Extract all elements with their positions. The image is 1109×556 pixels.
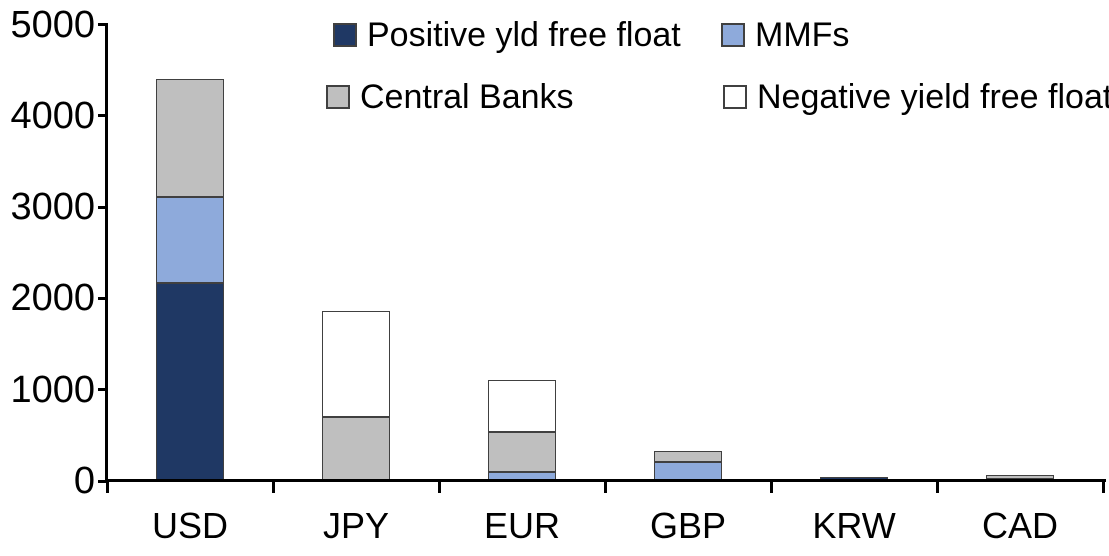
legend-label: MMFs [755,16,850,54]
bar-segment-central-banks [986,475,1054,479]
y-tick-label: 4000 [10,94,95,137]
y-tick-label: 5000 [10,3,95,46]
x-axis-label: EUR [483,505,560,546]
y-axis-tick [98,296,107,300]
x-axis-tick [935,480,939,493]
y-axis-tick [98,479,107,483]
y-axis-tick [98,23,107,26]
y-axis-tick [98,205,107,209]
x-axis-tick [1101,480,1105,493]
legend-swatch-central-banks [326,85,350,109]
legend-item-positive-yld-free-float: Positive yld free float [333,18,681,52]
legend-item-mmfs: MMFs [721,18,849,52]
y-tick-label: 1000 [10,368,95,411]
legend-swatch-mmfs [721,23,745,47]
legend-label: Positive yld free float [367,16,681,54]
legend-label: Negative yield free float [757,78,1109,116]
y-tick-label: 2000 [10,277,95,320]
legend-label: Central Banks [360,78,574,116]
legend-swatch-negative-yield-free-float [723,85,747,109]
legend-item-central-banks: Central Banks [326,80,574,114]
y-axis-tick [98,388,107,392]
x-axis-tick [437,480,441,493]
x-axis-tick [769,480,773,493]
x-axis-label: JPY [322,505,390,546]
x-axis-label: KRW [812,505,896,546]
y-tick-label: 0 [73,460,95,502]
x-axis-tick [105,480,109,493]
legend-swatch-positive-yld-free-float [333,23,357,47]
x-axis-label: GBP [649,505,727,546]
bar-segment-negative-yield-free-float [322,311,390,418]
x-axis-tick [271,480,275,493]
bar-segment-negative-yield-free-float [488,379,556,433]
y-tick-label: 3000 [10,186,95,229]
bar-segment-central-banks [488,432,556,472]
y-axis-tick [98,114,107,118]
bar-segment-central-banks [654,450,722,463]
bar-segment-mmfs [156,197,224,283]
legend-item-negative-yield-free-float: Negative yield free float [723,80,1109,114]
x-axis-tick [603,480,607,493]
bar-segment-positive-yld-free-float [156,282,224,481]
y-axis-line [105,23,108,483]
bar-segment-central-banks [156,79,224,198]
x-axis-label: USD [151,505,228,546]
bar-segment-central-banks [322,417,390,481]
x-axis-label: CAD [981,505,1058,546]
